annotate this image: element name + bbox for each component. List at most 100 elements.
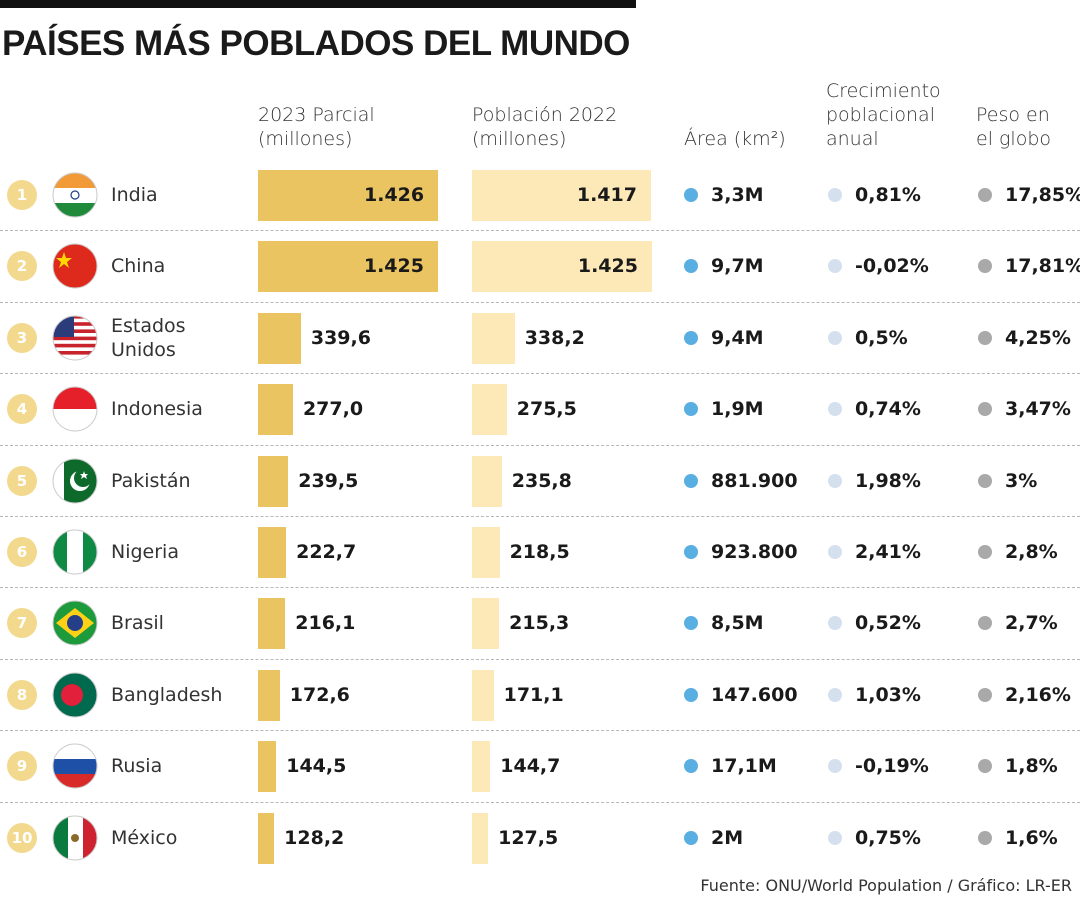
- bar: [472, 812, 489, 864]
- cell-value: -0,19%: [855, 755, 929, 778]
- cell-value: 0,75%: [855, 826, 921, 849]
- bullet: [978, 402, 992, 417]
- value-label: 172,6: [289, 683, 350, 706]
- flag-icon: [52, 243, 98, 289]
- country-name: Estados Unidos: [111, 314, 186, 361]
- country-name: China: [111, 255, 166, 278]
- rank-badge: 6: [7, 537, 37, 567]
- country-name: Pakistán: [111, 469, 191, 492]
- top-bar: [0, 0, 636, 8]
- row-separator: [0, 587, 1080, 589]
- bullet: [684, 759, 698, 774]
- bullet: [684, 259, 698, 274]
- bullet: [828, 545, 842, 559]
- cell-value: 0,52%: [855, 612, 921, 635]
- cell-value: 1,9M: [711, 398, 764, 421]
- country-name: Brasil: [111, 612, 164, 635]
- bullet: [978, 759, 992, 774]
- bullet: [684, 188, 698, 202]
- column-header: Área (km²): [684, 128, 786, 150]
- rank-badge: 1: [7, 180, 37, 210]
- bullet: [828, 330, 842, 345]
- bar: [472, 241, 652, 293]
- bar: [258, 527, 287, 578]
- country-name: Nigeria: [111, 541, 179, 563]
- cell-value: 2,16%: [1005, 683, 1071, 706]
- value-label: 1.426: [364, 184, 425, 206]
- bar: [472, 669, 494, 721]
- rank-badge: 7: [7, 608, 37, 639]
- bar: [258, 170, 438, 221]
- cell-value: 0,5%: [855, 326, 908, 349]
- bullet: [828, 402, 842, 417]
- cell-value: 17,1M: [711, 755, 777, 778]
- country-name: Bangladesh: [111, 683, 223, 706]
- value-label: 275,5: [516, 398, 577, 421]
- cell-value: 1,6%: [1005, 826, 1058, 849]
- bullet: [684, 545, 698, 559]
- bullet: [828, 687, 842, 702]
- source: Fuente: ONU/World Population / Gráfico: …: [700, 876, 1072, 895]
- bullet: [978, 616, 992, 631]
- column-header: Peso en el globo: [976, 104, 1051, 150]
- country-name: Indonesia: [111, 398, 203, 421]
- value-label: 1.425: [577, 255, 638, 278]
- rank-badge: 2: [7, 251, 37, 282]
- bullet: [684, 330, 698, 345]
- flag: [52, 172, 98, 218]
- value-label: 277,0: [302, 398, 364, 421]
- country-name: India: [111, 184, 158, 206]
- row-separator: [0, 516, 1080, 517]
- bullet: [978, 259, 992, 274]
- cell-value: 881.900: [711, 469, 798, 492]
- bullet: [828, 473, 842, 488]
- value-label: 128,2: [284, 826, 345, 849]
- bullet: [684, 473, 698, 488]
- value-label: 222,7: [296, 541, 357, 563]
- country-name: Rusia: [111, 755, 163, 778]
- bullet: [978, 473, 992, 488]
- value-label: 215,3: [509, 612, 570, 635]
- cell-value: 9,4M: [711, 326, 764, 349]
- flag-icon: [52, 815, 98, 861]
- cell-value: 4,25%: [1005, 326, 1071, 349]
- bullet: [828, 830, 842, 845]
- flag: [52, 600, 98, 646]
- bar: [472, 312, 515, 364]
- bar: [258, 741, 277, 793]
- flag-icon: [52, 315, 98, 361]
- cell-value: 2,41%: [855, 541, 921, 563]
- value-label: 339,6: [310, 326, 371, 349]
- bar: [472, 527, 500, 578]
- rank-badge: 4: [7, 394, 37, 425]
- bar: [258, 384, 293, 436]
- row-separator: [0, 373, 1080, 375]
- title: PAÍSES MÁS POBLADOS DEL MUNDO: [2, 24, 630, 63]
- column-header: 2023 Parcial (millones): [258, 104, 375, 150]
- value-label: 235,8: [511, 469, 572, 492]
- flag-icon: [52, 600, 98, 646]
- cell-value: 0,81%: [855, 184, 921, 206]
- bullet: [684, 687, 698, 702]
- bar: [258, 598, 286, 650]
- bullet: [828, 188, 842, 202]
- rank-badge: 8: [7, 679, 37, 710]
- flag-icon: [52, 672, 98, 718]
- cell-value: 147.600: [711, 683, 798, 706]
- cell-value: 2,7%: [1005, 612, 1058, 635]
- country-name: México: [111, 826, 178, 849]
- bullet: [978, 687, 992, 702]
- flag: [52, 529, 98, 575]
- value-label: 218,5: [509, 541, 570, 563]
- value-label: 1.417: [576, 184, 637, 206]
- cell-value: 9,7M: [711, 255, 764, 278]
- flag: [52, 386, 98, 432]
- cell-value: 3%: [1005, 469, 1038, 492]
- cell-value: 17,85%: [1005, 184, 1080, 206]
- flag: [52, 815, 98, 861]
- flag-icon: [52, 743, 98, 789]
- value-label: 144,5: [286, 755, 347, 778]
- flag-icon: [52, 529, 98, 575]
- bullet: [828, 616, 842, 631]
